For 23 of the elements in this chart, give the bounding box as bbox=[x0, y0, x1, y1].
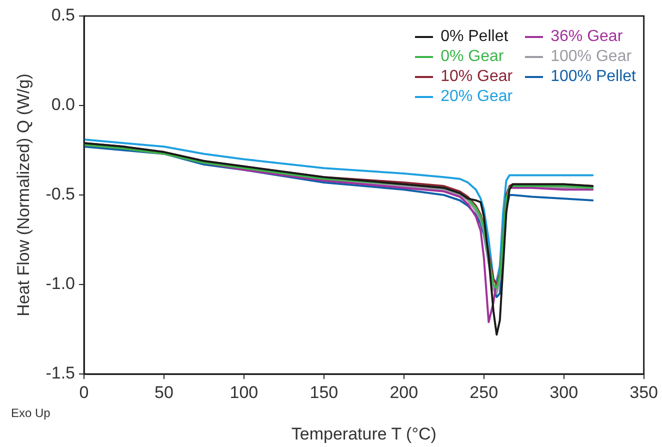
legend-label: 100% Gear bbox=[550, 48, 632, 66]
legend-label: 100% Pellet bbox=[550, 68, 636, 86]
x-tick-label: 150 bbox=[310, 382, 338, 402]
legend-label: 0% Pellet bbox=[440, 28, 508, 46]
legend-label: 0% Gear bbox=[440, 48, 504, 66]
x-tick-label: 250 bbox=[470, 382, 498, 402]
x-axis-title: Temperature T (°C) bbox=[291, 424, 436, 444]
legend-label: 10% Gear bbox=[440, 68, 513, 86]
x-tick-label: 350 bbox=[630, 382, 658, 402]
y-tick-label: -1.0 bbox=[46, 274, 75, 294]
legend-label: 36% Gear bbox=[550, 28, 623, 46]
legend-label: 20% Gear bbox=[440, 88, 513, 106]
x-tick-label: 200 bbox=[390, 382, 418, 402]
x-tick-label: 100 bbox=[230, 382, 258, 402]
x-tick-label: 0 bbox=[79, 382, 89, 402]
y-tick-label: 0.0 bbox=[51, 95, 75, 114]
x-tick-label: 300 bbox=[550, 382, 578, 402]
y-tick-label: 0.5 bbox=[51, 6, 75, 25]
text: Exo Up bbox=[11, 406, 50, 420]
y-tick-label: -0.5 bbox=[46, 184, 75, 204]
y-tick-label: -1.5 bbox=[46, 364, 75, 383]
x-tick-label: 50 bbox=[154, 382, 174, 402]
y-axis-title: Heat Flow (Normalized) Q (W/g) bbox=[14, 74, 33, 316]
